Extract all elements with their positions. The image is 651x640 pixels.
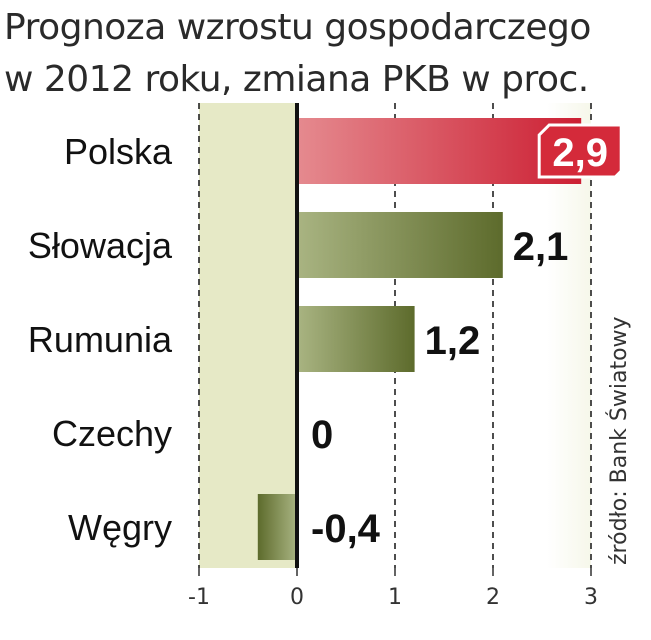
x-tick-label: 2 (486, 585, 500, 610)
category-label: Rumunia (28, 319, 173, 360)
category-label: Polska (64, 131, 173, 172)
category-label: Słowacja (28, 225, 173, 266)
chart-title-line-1: Prognoza wzrostu gospodarczego (4, 7, 591, 48)
x-tick-label: -1 (188, 585, 210, 610)
value-label: -0,4 (311, 507, 381, 551)
x-tick-label: 0 (290, 585, 304, 610)
x-tick-label: 1 (388, 585, 402, 610)
category-label: Czechy (52, 413, 172, 454)
chart-title-line-2: w 2012 roku, zmiana PKB w proc. (4, 59, 589, 100)
source-note: źródło: Bank Światowy (607, 316, 632, 565)
bar-polska (297, 118, 582, 184)
x-tick-label: 3 (584, 585, 598, 610)
negative-zone-background (199, 103, 297, 568)
value-label: 0 (311, 413, 333, 457)
value-label: 1,2 (425, 319, 481, 363)
value-label: 2,1 (513, 225, 569, 269)
bar-słowacja (297, 212, 503, 278)
bar-węgry (257, 494, 297, 560)
value-label: 2,9 (552, 131, 608, 175)
highlight-value-badge (537, 123, 623, 179)
chart-title: Prognoza wzrostu gospodarczego w 2012 ro… (4, 2, 644, 106)
category-label: Węgry (68, 507, 172, 548)
bar-rumunia (297, 306, 415, 372)
